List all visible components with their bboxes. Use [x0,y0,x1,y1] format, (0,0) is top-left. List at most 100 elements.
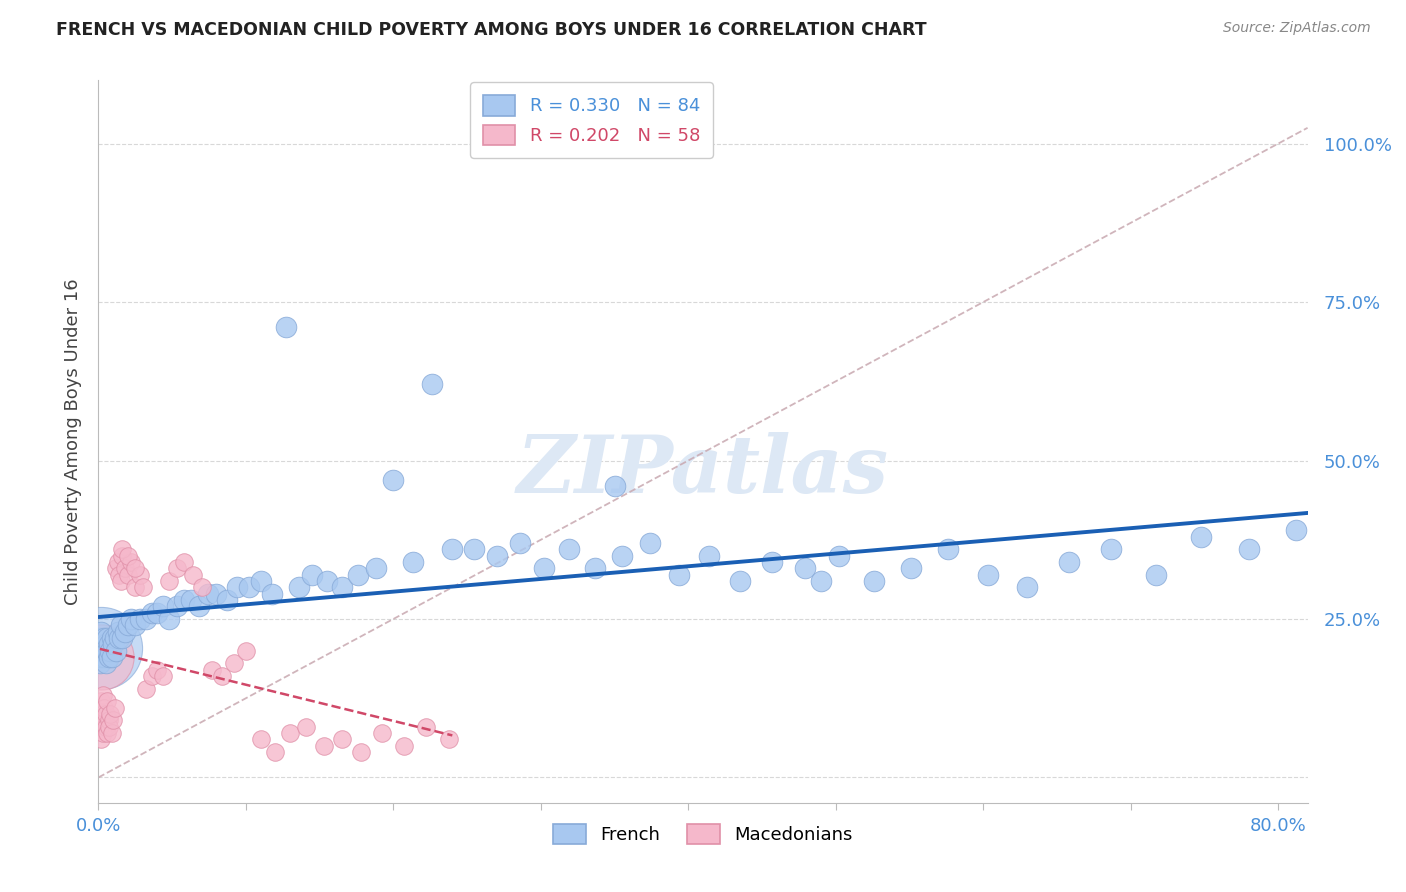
Point [728,574,751,588]
Point [330,580,353,594]
Point [761,555,783,569]
Point [249,732,271,747]
Point [89,700,111,714]
Point [152,669,174,683]
Point [610,549,633,563]
Point [264,745,287,759]
Point [1057,555,1080,569]
Point [94,637,117,651]
Point [173,555,195,569]
Point [152,599,174,614]
Point [141,669,163,683]
Point [316,574,339,588]
Point [110,618,132,632]
Point [104,631,127,645]
Point [98,643,121,657]
Point [90,650,112,665]
Point [900,561,922,575]
Point [485,549,508,563]
Point [107,624,129,639]
Point [124,580,146,594]
Point [235,643,257,657]
Point [91,707,114,722]
Point [120,555,142,569]
Point [936,542,959,557]
Point [278,726,301,740]
Point [101,714,124,728]
Point [288,580,311,594]
Point [93,714,115,728]
Point [533,561,555,575]
Point [89,657,111,671]
Point [157,612,180,626]
Point [187,599,209,614]
Point [104,700,127,714]
Point [111,549,134,563]
Point [330,732,353,747]
Point [146,606,169,620]
Point [96,631,118,645]
Point [301,567,323,582]
Point [157,574,180,588]
Point [90,714,112,728]
Point [827,549,849,563]
Point [181,567,204,582]
Point [90,643,112,657]
Point [90,732,112,747]
Point [558,542,581,557]
Text: FRENCH VS MACEDONIAN CHILD POVERTY AMONG BOYS UNDER 16 CORRELATION CHART: FRENCH VS MACEDONIAN CHILD POVERTY AMONG… [56,21,927,38]
Point [111,542,134,557]
Point [93,700,115,714]
Point [1285,523,1308,537]
Point [226,580,249,594]
Point [90,640,112,655]
Point [89,631,111,645]
Text: ZIPatlas: ZIPatlas [517,432,889,509]
Text: Source: ZipAtlas.com: Source: ZipAtlas.com [1223,21,1371,35]
Point [108,567,131,582]
Point [668,567,690,582]
Point [107,555,129,569]
Point [197,587,219,601]
Point [810,574,832,588]
Point [91,726,114,740]
Point [190,580,212,594]
Point [124,561,146,575]
Point [110,574,132,588]
Point [364,561,387,575]
Point [382,473,405,487]
Point [1189,530,1212,544]
Point [96,643,118,657]
Point [97,637,120,651]
Point [249,574,271,588]
Point [108,631,131,645]
Point [392,739,415,753]
Point [420,377,443,392]
Point [401,555,423,569]
Point [215,593,238,607]
Point [96,726,118,740]
Point [91,637,114,651]
Point [89,720,111,734]
Point [100,650,122,665]
Point [976,567,998,582]
Point [166,561,188,575]
Point [91,643,114,657]
Point [135,612,157,626]
Point [117,618,139,632]
Point [128,567,150,582]
Point [1237,542,1260,557]
Point [697,549,720,563]
Point [146,663,169,677]
Point [100,726,122,740]
Point [101,637,124,651]
Point [441,542,464,557]
Point [370,726,392,740]
Point [105,643,128,657]
Point [211,669,233,683]
Point [463,542,485,557]
Point [90,650,112,665]
Legend: French, Macedonians: French, Macedonians [538,809,868,859]
Point [274,320,297,334]
Point [262,587,284,601]
